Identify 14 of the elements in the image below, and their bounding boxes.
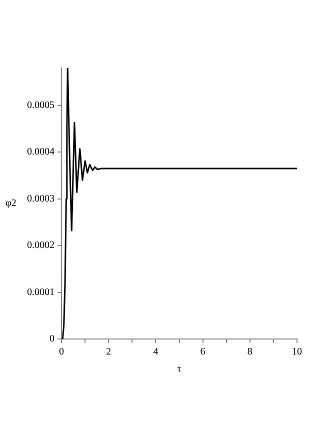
x-tick-label: 0: [59, 346, 64, 358]
x-tick-label: 6: [200, 346, 206, 358]
y-tick-label: 0.0001: [27, 286, 54, 298]
y-tick-label: 0.0005: [27, 100, 54, 112]
x-tick-label: 10: [292, 346, 302, 358]
x-tick-label: 8: [247, 346, 252, 358]
x-tick-label: 4: [153, 346, 158, 358]
y-tick-label: 0.0004: [27, 146, 54, 158]
y-tick-label: 0.0003: [27, 193, 54, 204]
x-tick-label: 2: [106, 346, 112, 358]
x-axis-title: τ: [177, 364, 182, 375]
y-axis-title: φ2: [6, 198, 16, 210]
y-tick-label: 0.0002: [27, 240, 54, 252]
y-tick-label: 0: [50, 334, 54, 345]
